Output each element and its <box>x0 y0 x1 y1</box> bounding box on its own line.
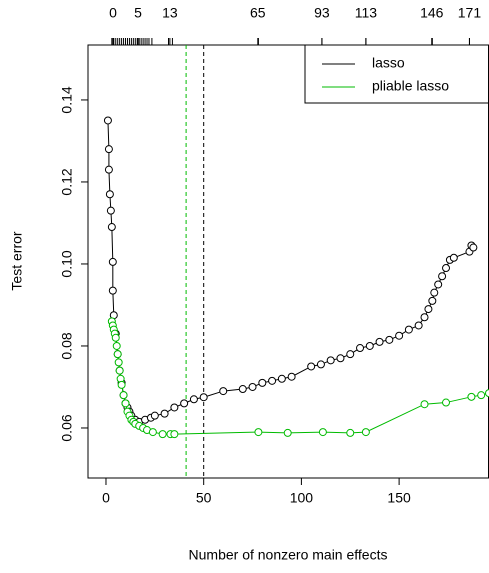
legend-box <box>304 44 489 104</box>
point <box>112 341 121 350</box>
top-tick-label: 146 <box>420 5 444 21</box>
x-tick-label: 100 <box>290 490 314 506</box>
point <box>414 321 423 330</box>
point <box>180 399 189 408</box>
legend-label: lasso <box>372 55 405 71</box>
point <box>111 333 120 342</box>
point <box>107 223 116 232</box>
point <box>158 430 167 439</box>
top-tick-label: 0 <box>109 5 117 21</box>
top-tick-label: 113 <box>355 5 378 21</box>
y-axis-title: Test error <box>9 231 25 290</box>
point <box>238 385 247 394</box>
point <box>365 341 374 350</box>
point <box>104 165 113 174</box>
point <box>150 411 159 420</box>
point <box>385 335 394 344</box>
point <box>449 253 458 262</box>
point <box>189 395 198 404</box>
point <box>108 286 117 295</box>
point <box>277 374 286 383</box>
point <box>117 380 126 389</box>
top-tick-label: 5 <box>134 5 142 21</box>
point <box>283 428 292 437</box>
plot-frame <box>87 44 489 479</box>
point <box>438 272 447 281</box>
point <box>442 398 451 407</box>
point <box>316 360 325 369</box>
y-tick-label: 0.06 <box>59 414 75 441</box>
point <box>254 428 263 437</box>
point <box>258 378 267 387</box>
point <box>170 430 179 439</box>
series-line <box>111 321 489 435</box>
point <box>477 391 486 400</box>
y-tick-label: 0.14 <box>59 86 75 113</box>
point <box>113 350 122 359</box>
point <box>485 389 489 398</box>
point <box>268 376 277 385</box>
point <box>346 350 355 359</box>
point <box>375 337 384 346</box>
point <box>287 372 296 381</box>
point <box>395 331 404 340</box>
point <box>467 392 476 401</box>
point <box>121 399 130 408</box>
y-tick-label: 0.12 <box>59 168 75 195</box>
top-tick-label: 93 <box>314 5 330 21</box>
point <box>219 387 228 396</box>
legend-label: pliable lasso <box>372 78 449 94</box>
x-tick-label: 150 <box>387 490 411 506</box>
top-tick-label: 13 <box>162 5 178 21</box>
point <box>103 116 112 125</box>
top-tick-label: 65 <box>250 5 266 21</box>
point <box>430 288 439 297</box>
point <box>119 391 128 400</box>
point <box>346 428 355 437</box>
point <box>424 305 433 314</box>
point <box>420 313 429 322</box>
point <box>148 428 157 437</box>
point <box>104 145 113 154</box>
y-tick-label: 0.08 <box>59 332 75 359</box>
point <box>105 190 114 199</box>
point <box>420 400 429 409</box>
x-axis-title: Number of nonzero main effects <box>189 547 388 563</box>
point <box>469 243 478 252</box>
point <box>307 362 316 371</box>
point <box>442 264 451 273</box>
y-tick-label: 0.10 <box>59 250 75 277</box>
top-tick-label: 171 <box>458 5 482 21</box>
point <box>428 296 437 305</box>
point <box>336 354 345 363</box>
point <box>248 382 257 391</box>
point <box>106 206 115 215</box>
point <box>115 366 124 375</box>
point <box>199 393 208 402</box>
point <box>404 325 413 334</box>
point <box>170 403 179 412</box>
point <box>434 280 443 289</box>
x-tick-label: 0 <box>102 490 110 506</box>
point <box>361 428 370 437</box>
point <box>326 356 335 365</box>
point <box>108 257 117 266</box>
point <box>160 409 169 418</box>
point <box>318 428 327 437</box>
x-tick-label: 50 <box>196 490 212 506</box>
point <box>114 358 123 367</box>
point <box>356 344 365 353</box>
